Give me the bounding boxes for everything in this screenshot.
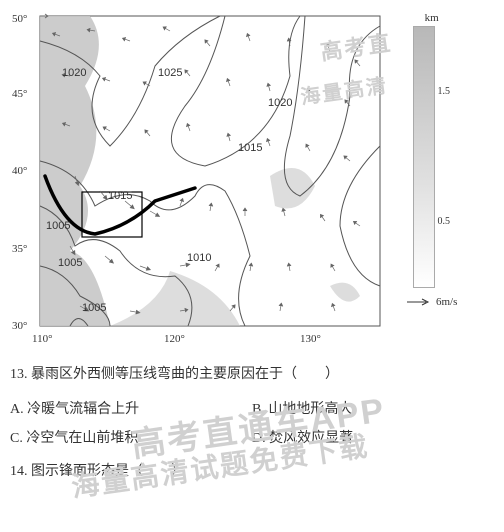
legend: km 1.5 0.5 6m/s	[406, 8, 457, 348]
wind-scale: 6m/s	[406, 296, 457, 308]
svg-text:40°: 40°	[12, 165, 27, 177]
isobar-label: 1010	[187, 252, 211, 264]
isobar-label: 1005	[46, 220, 70, 232]
isobar-label: 1025	[158, 67, 182, 79]
svg-text:110°: 110°	[32, 333, 53, 345]
isobar-label: 1015	[108, 190, 132, 202]
legend-title: km	[425, 12, 439, 24]
svg-text:30°: 30°	[12, 320, 27, 332]
legend-tick: 0.5	[437, 216, 450, 227]
option-D[interactable]: D. 焚风效应显著	[252, 424, 494, 453]
option-B[interactable]: B. 山地地形高大	[252, 395, 494, 424]
question-13-options: A. 冷暖气流辐合上升 B. 山地地形高大 C. 冷空气在山前堆积 D. 焚风效…	[10, 395, 494, 454]
isobar-label: 1020	[62, 67, 86, 79]
legend-tick: 1.5	[437, 86, 450, 97]
isobar-label: 1005	[58, 257, 82, 269]
legend-gradient	[413, 26, 435, 288]
option-A[interactable]: A. 冷暖气流辐合上升	[10, 395, 252, 424]
svg-text:120°: 120°	[164, 333, 185, 345]
question-14-stem: 14. 图示锋面形态是（ ）	[10, 459, 494, 486]
figure: 1020 1025 1020 1015 1015 1010 1005 1005 …	[10, 8, 494, 348]
isobar-label: 1020	[268, 97, 292, 109]
svg-text:130°: 130°	[300, 333, 321, 345]
weather-map: 1020 1025 1020 1015 1015 1010 1005 1005 …	[10, 8, 400, 348]
isobar-label: 1015	[238, 142, 262, 154]
svg-text:50°: 50°	[12, 13, 27, 25]
isobar-label: 1005	[82, 302, 106, 314]
question-13-stem: 13. 暴雨区外西侧等压线弯曲的主要原因在于（ ）	[10, 362, 494, 389]
svg-text:45°: 45°	[12, 88, 27, 100]
option-C[interactable]: C. 冷空气在山前堆积	[10, 424, 252, 453]
svg-text:35°: 35°	[12, 243, 27, 255]
